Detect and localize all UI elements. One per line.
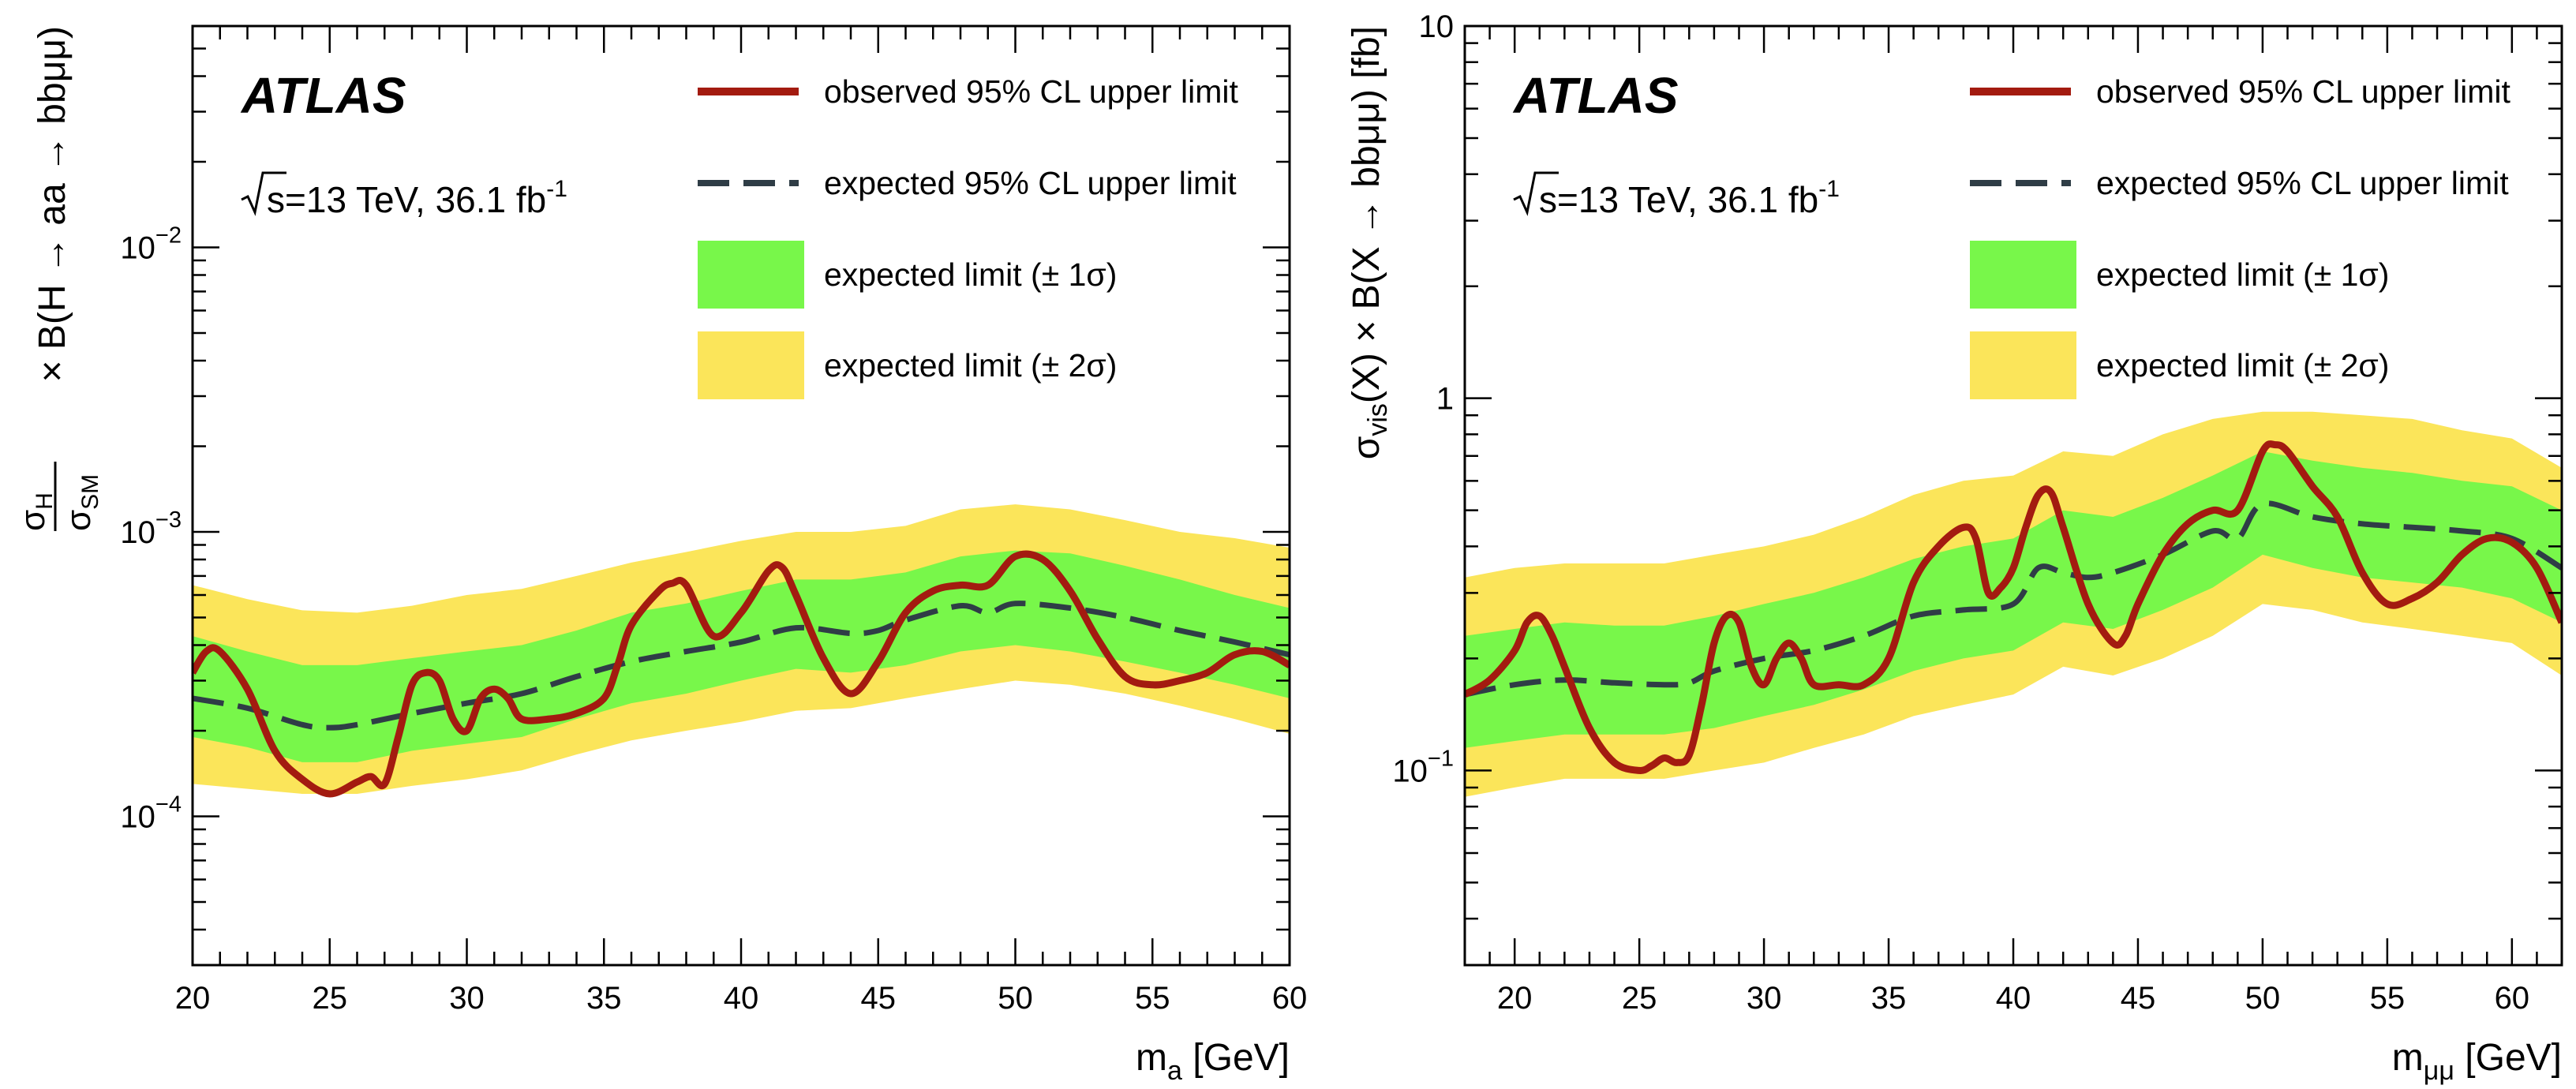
- x-tick-label: 25: [313, 981, 348, 1016]
- chart-panel-2: 20 25 30 35 40 45 50 55 60 10−1 1 10 mμμ [GeV] σvis(X…: [1346, 9, 2563, 1086]
- x-tick-label: 25: [1622, 981, 1657, 1016]
- x-tick-label: 60: [1272, 981, 1308, 1016]
- y-tick-label: 10−1: [1392, 746, 1454, 788]
- legend-band1-label: expected limit (± 1σ): [2096, 256, 2389, 293]
- legend-band1-label: expected limit (± 1σ): [824, 256, 1117, 293]
- y-tick-label: 10−2: [120, 223, 182, 266]
- y-tick-label: 10−4: [120, 792, 182, 835]
- y-axis-main: × B(H → aa → bbμμ): [32, 26, 73, 382]
- band-1sigma: [1465, 451, 2562, 748]
- x-axis-title: ma [GeV]: [1136, 1037, 1290, 1086]
- y-axis-main: σvis(X) × B(X → bbμμ) [fb]: [1346, 26, 1393, 459]
- atlas-label: ATLAS: [1512, 67, 1679, 124]
- legend-expected-label: expected 95% CL upper limit: [824, 165, 1237, 201]
- sqrt-sign: [1513, 171, 1559, 216]
- x-tick-label: 40: [724, 981, 759, 1016]
- plot-area: [193, 504, 1290, 798]
- x-tick-label: 40: [1996, 981, 2031, 1016]
- x-tick-label: 55: [1135, 981, 1170, 1016]
- legend-band2-label: expected limit (± 2σ): [2096, 347, 2389, 384]
- legend-band2-label: expected limit (± 2σ): [824, 347, 1117, 384]
- y-tick-label: 1: [1436, 382, 1454, 417]
- y-axis-numerator: σH: [13, 492, 58, 531]
- plot-area: [1465, 411, 2562, 797]
- atlas-label: ATLAS: [240, 67, 406, 124]
- legend-band1-swatch: [1970, 241, 2076, 309]
- x-tick-label: 30: [449, 981, 485, 1016]
- legend-observed-label: observed 95% CL upper limit: [824, 73, 1239, 110]
- x-tick-label: 50: [998, 981, 1033, 1016]
- x-tick-label: 35: [1871, 981, 1907, 1016]
- x-tick-label: 55: [2370, 981, 2406, 1016]
- x-tick-label: 60: [2495, 981, 2530, 1016]
- x-tick-label: 45: [861, 981, 897, 1016]
- y-tick-label: 10: [1419, 9, 1455, 44]
- x-tick-label: 45: [2121, 981, 2156, 1016]
- x-tick-label: 30: [1747, 981, 1782, 1016]
- legend-expected-label: expected 95% CL upper limit: [2096, 165, 2509, 201]
- observed-limit-line: [193, 550, 1290, 798]
- energy-label: s=13 TeV, 36.1 fb-1: [1539, 176, 1840, 220]
- expected-limit-line: [1465, 500, 2562, 698]
- x-tick-label: 20: [175, 981, 211, 1016]
- x-tick-label: 50: [2245, 981, 2281, 1016]
- legend-observed-label: observed 95% CL upper limit: [2096, 73, 2511, 110]
- x-tick-label: 35: [586, 981, 622, 1016]
- x-axis-title: mμμ [GeV]: [2392, 1037, 2562, 1086]
- chart-panel-1: 20 25 30 35 40 45 50 55 60 10−4 10−3 10−2 ma [GeV] σH…: [13, 24, 1308, 1086]
- y-axis-denominator: σSM: [59, 474, 103, 531]
- y-tick-label: 10−3: [120, 507, 182, 550]
- legend-band2-swatch: [1970, 331, 2076, 399]
- legend-band1-swatch: [698, 241, 804, 309]
- y-axis-title: σvis(X) × B(X → bbμμ) [fb]: [1346, 26, 1393, 459]
- legend-band2-swatch: [698, 331, 804, 399]
- expected-limit-line: [193, 601, 1290, 731]
- energy-label: s=13 TeV, 36.1 fb-1: [267, 176, 567, 220]
- observed-limit-line: [1465, 440, 2562, 774]
- x-tick-label: 20: [1497, 981, 1533, 1016]
- sqrt-sign: [241, 171, 286, 216]
